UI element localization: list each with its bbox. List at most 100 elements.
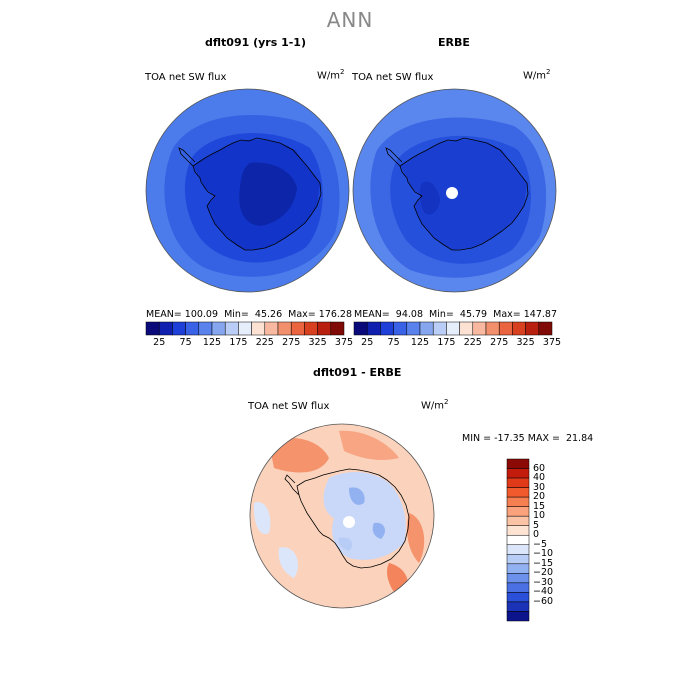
panel3-title: dflt091 - ERBE [313, 366, 402, 379]
colorbar-difference-swatch [506, 458, 530, 469]
panel1-stats: MEAN= 100.09 Min= 45.26 Max= 176.28 [146, 309, 353, 320]
page-title: ANN [326, 8, 374, 32]
colorbar-panel2-swatch [459, 321, 474, 336]
map3-patch-blue-2 [372, 522, 385, 539]
colorbar-difference-swatch [506, 506, 530, 517]
colorbar-panel1-swatch [172, 321, 186, 336]
colorbar-difference-tick-label: −5 [533, 538, 548, 550]
colorbar-panel1-swatch [145, 321, 160, 336]
colorbar-panel2-swatch [472, 321, 487, 336]
colorbar-panel1-swatch [277, 321, 292, 336]
colorbar-panel2-swatch [353, 321, 368, 336]
colorbar-panel2-tick-label: 175 [437, 337, 456, 348]
colorbar-panel2-swatch [512, 321, 526, 336]
colorbar-difference-tick-label: −30 [533, 576, 554, 588]
map-erbe [352, 88, 557, 293]
colorbar-panel1-tick-label: 325 [308, 337, 327, 348]
colorbar-difference-ticks: 60 40 30 20 15 10 5 0 −5 −10 −15 −20 −30 −40 −60 [533, 459, 573, 621]
colorbar-difference-tick-label: 15 [533, 500, 546, 512]
colorbar-difference-swatch [506, 487, 530, 498]
panel3-units: W/m2 [421, 398, 449, 412]
colorbar-panel1-tick-label: 275 [282, 337, 301, 348]
panel2-variable-label: TOA net SW flux [352, 72, 434, 83]
colorbar-panel1-tick-label: 375 [334, 337, 354, 348]
colorbar-panel1 [145, 321, 345, 336]
map3-peninsula [284, 474, 300, 496]
map-difference [249, 423, 435, 609]
colorbar-difference-swatch [506, 573, 530, 584]
colorbar-panel2-swatch [393, 321, 408, 336]
colorbar-panel2-swatch [406, 321, 421, 336]
colorbar-panel1-swatch [304, 321, 318, 336]
colorbar-panel2-swatch [485, 321, 500, 336]
panel2-title: ERBE [438, 36, 470, 49]
map3-patch-red-e [407, 513, 425, 563]
colorbar-difference-tick-label: −40 [533, 586, 554, 598]
panel2-units: W/m2 [523, 68, 551, 82]
colorbar-difference-tick-label: 10 [533, 510, 546, 522]
map2-peninsula [385, 147, 403, 167]
map1-coastline [192, 137, 322, 251]
colorbar-difference-tick-label: 30 [533, 481, 546, 493]
colorbar-panel2 [353, 321, 553, 336]
colorbar-difference-tick-label: 40 [533, 472, 546, 484]
colorbar-panel2-swatch [419, 321, 434, 336]
colorbar-difference-swatch [506, 477, 530, 488]
colorbar-panel1-swatch [317, 321, 332, 336]
colorbar-panel1-tick-label: 25 [153, 337, 166, 348]
map1-border [145, 88, 350, 293]
colorbar-panel1-swatch [185, 321, 200, 336]
colorbar-difference-tick-label: −60 [533, 595, 554, 607]
panel2-stats: MEAN= 94.08 Min= 45.79 Max= 147.87 [354, 309, 557, 320]
map3-patch-lightblue-w [253, 502, 271, 534]
colorbar-panel1-tick-label: 175 [229, 337, 248, 348]
colorbar-panel2-tick-label: 225 [463, 337, 482, 348]
colorbar-panel2-swatch [525, 321, 540, 336]
colorbar-panel1-tick-label: 75 [179, 337, 192, 348]
colorbar-panel1-swatch [330, 321, 345, 336]
panel3-stats: MIN = -17.35 MAX = 21.84 [462, 433, 594, 444]
colorbar-panel1-tick-label: 125 [202, 337, 222, 348]
colorbar-panel1-swatch [198, 321, 213, 336]
colorbar-difference-tick-label: 0 [533, 529, 540, 541]
map3-patch-blue-3 [338, 537, 353, 551]
colorbar-panel2-tick-label: 275 [490, 337, 509, 348]
colorbar-panel1-swatch [251, 321, 266, 336]
colorbar-difference-tick-label: 5 [533, 519, 540, 531]
colorbar-panel2-tick-label: 125 [410, 337, 430, 348]
map3-patch-red-n [339, 430, 399, 461]
colorbar-panel2-swatch [366, 321, 381, 336]
map3-patch-red-nw [269, 438, 329, 473]
colorbar-difference-swatch [506, 515, 530, 526]
colorbar-panel1-swatch [290, 321, 305, 336]
colorbar-panel2-tick-label: 325 [516, 337, 535, 348]
colorbar-panel1-swatch [211, 321, 226, 336]
colorbar-difference-swatch [506, 544, 530, 555]
colorbar-difference-swatch [506, 611, 530, 622]
panel1-units: W/m2 [317, 68, 345, 82]
colorbar-difference-swatch [506, 468, 530, 479]
colorbar-panel2-ticks: 25 75 125 175 225 275 325 375 [354, 337, 561, 351]
map2-border [352, 88, 557, 293]
colorbar-difference-swatch [506, 496, 530, 507]
colorbar-panel2-swatch [380, 321, 394, 336]
colorbar-panel2-swatch [498, 321, 513, 336]
colorbar-panel1-tick-label: 225 [255, 337, 274, 348]
colorbar-panel2-swatch [538, 321, 553, 336]
panel1-variable-label: TOA net SW flux [145, 72, 227, 83]
map2-antarctica-fill [400, 139, 527, 250]
map1-core [239, 162, 297, 226]
map3-missing-pole [343, 516, 355, 528]
panel1-title: dflt091 (yrs 1-1) [205, 36, 306, 49]
colorbar-panel2-swatch [432, 321, 447, 336]
colorbar-panel2-tick-label: 75 [387, 337, 400, 348]
colorbar-panel1-swatch [158, 321, 173, 336]
colorbar-panel2-tick-label: 25 [361, 337, 374, 348]
colorbar-panel1-ticks: 25 75 125 175 225 275 325 375 [146, 337, 353, 351]
colorbar-difference-tick-label: −20 [533, 567, 554, 579]
map3-coastline [296, 468, 410, 569]
map3-patch-lightblue-sw [278, 547, 299, 578]
map2-missing-pole [446, 187, 458, 199]
map3-border [249, 423, 435, 609]
colorbar-difference-swatch [506, 534, 530, 546]
